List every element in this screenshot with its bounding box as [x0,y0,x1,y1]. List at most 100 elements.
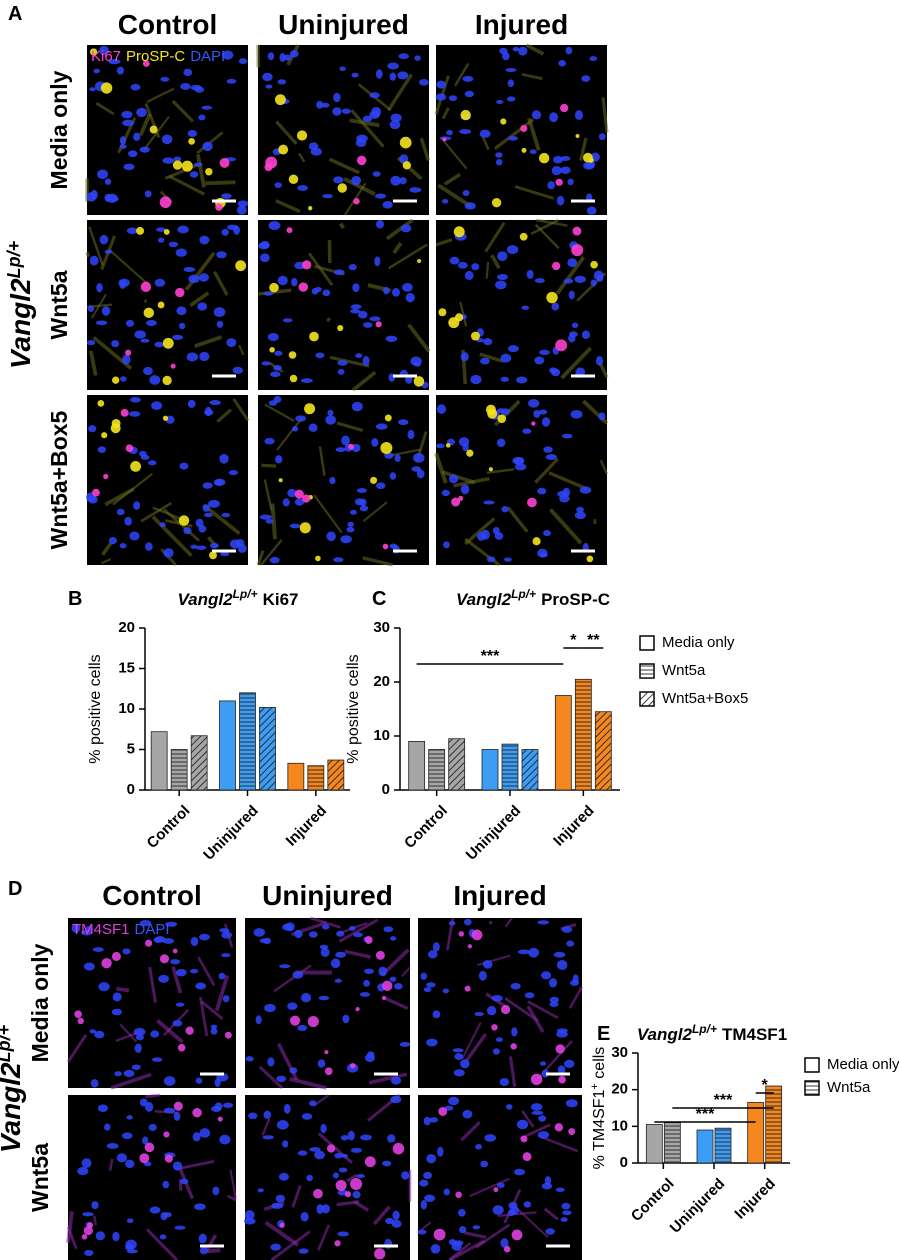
stained-cell [164,1154,173,1163]
nucleus [111,340,120,348]
nucleus [300,378,313,383]
nucleus [505,67,517,73]
gene-name: Vangl2 [5,278,36,369]
tissue-strand [434,452,448,484]
nucleus [332,107,342,116]
nucleus [352,283,360,293]
stain-name: Ki67 [91,48,121,65]
nucleus [122,354,131,365]
nucleus [215,479,223,486]
nucleus [96,282,103,293]
nucleus [199,1246,208,1255]
tissue-strand [508,1056,517,1087]
nucleus [374,256,381,267]
nucleus [389,120,401,130]
tissue-strand [362,501,388,523]
nucleus [218,972,226,980]
tissue-strand [148,966,157,1003]
nucleus [563,1059,575,1068]
nucleus [301,1113,313,1120]
nucleus [457,261,468,269]
bar [408,741,426,791]
nucleus [221,953,231,958]
nucleus [165,921,178,927]
nucleus [474,1012,484,1017]
tissue-strand [318,446,326,476]
nucleus [354,498,365,506]
nucleus [90,1079,99,1088]
nucleus [82,1212,94,1217]
nucleus [545,1228,555,1235]
nucleus [556,195,565,206]
nucleus [116,1153,128,1163]
nucleus [399,154,409,164]
tissue-strand [171,99,195,123]
tissue-strand [229,1169,237,1199]
tissue-strand [486,468,515,474]
nucleus [283,1103,291,1114]
tissue-strand [548,508,583,545]
stained-cell [302,494,311,503]
nucleus [341,108,351,114]
stained-cell [294,489,304,499]
stained-cell [278,478,283,483]
nucleus [420,1199,427,1210]
x-tick-label: Control [144,802,194,852]
stained-cell [555,339,568,352]
tissue-strand [443,140,468,170]
nucleus [187,399,196,408]
nucleus [139,146,150,153]
nucleus [337,368,345,375]
micrograph [245,916,411,1090]
nucleus [194,1203,206,1211]
stained-cell [101,958,112,969]
nucleus [534,278,545,284]
tissue-strand [343,177,376,196]
tissue-strand [407,323,431,353]
nucleus [398,419,409,426]
nucleus [563,278,574,284]
tissue-strand [104,487,135,507]
tissue-strand [92,1215,97,1226]
nucleus [119,144,127,149]
tissue-strand [184,251,216,292]
nucleus [90,189,98,200]
tissue-strand [189,291,210,308]
nucleus [372,171,381,177]
nucleus [595,355,603,366]
nucleus [94,1030,105,1039]
stained-cell [442,137,447,142]
tissue-strand [145,1093,161,1099]
stained-cell [510,1043,517,1050]
nucleus [173,156,182,162]
nucleus [176,306,187,316]
nucleus [360,1134,372,1141]
column-header: Injured [475,9,568,40]
tissue-strand [389,448,421,457]
nucleus [432,1010,441,1019]
tissue-strand [538,1135,579,1153]
title-marker: Ki67 [263,590,299,609]
tissue-strand [95,101,115,116]
nucleus [221,193,232,199]
tissue-strand [197,956,216,987]
stained-cell [590,260,598,269]
y-tick-label: 10 [611,1117,628,1134]
tissue-strand [119,1023,138,1043]
stained-cell [500,1004,511,1015]
tissue-strand [146,87,175,104]
nucleus [170,959,181,965]
y-tick-label: 15 [118,659,135,676]
tissue-strand [140,501,173,523]
bar-hatch [259,707,276,790]
nucleus [478,970,487,981]
nucleus [446,129,453,136]
nucleus [495,280,507,290]
stained-cell [313,1188,323,1199]
tissue-strand [443,172,462,186]
nucleus [409,187,422,193]
nucleus [199,1128,211,1138]
nucleus [517,949,530,955]
nucleus [560,156,571,161]
